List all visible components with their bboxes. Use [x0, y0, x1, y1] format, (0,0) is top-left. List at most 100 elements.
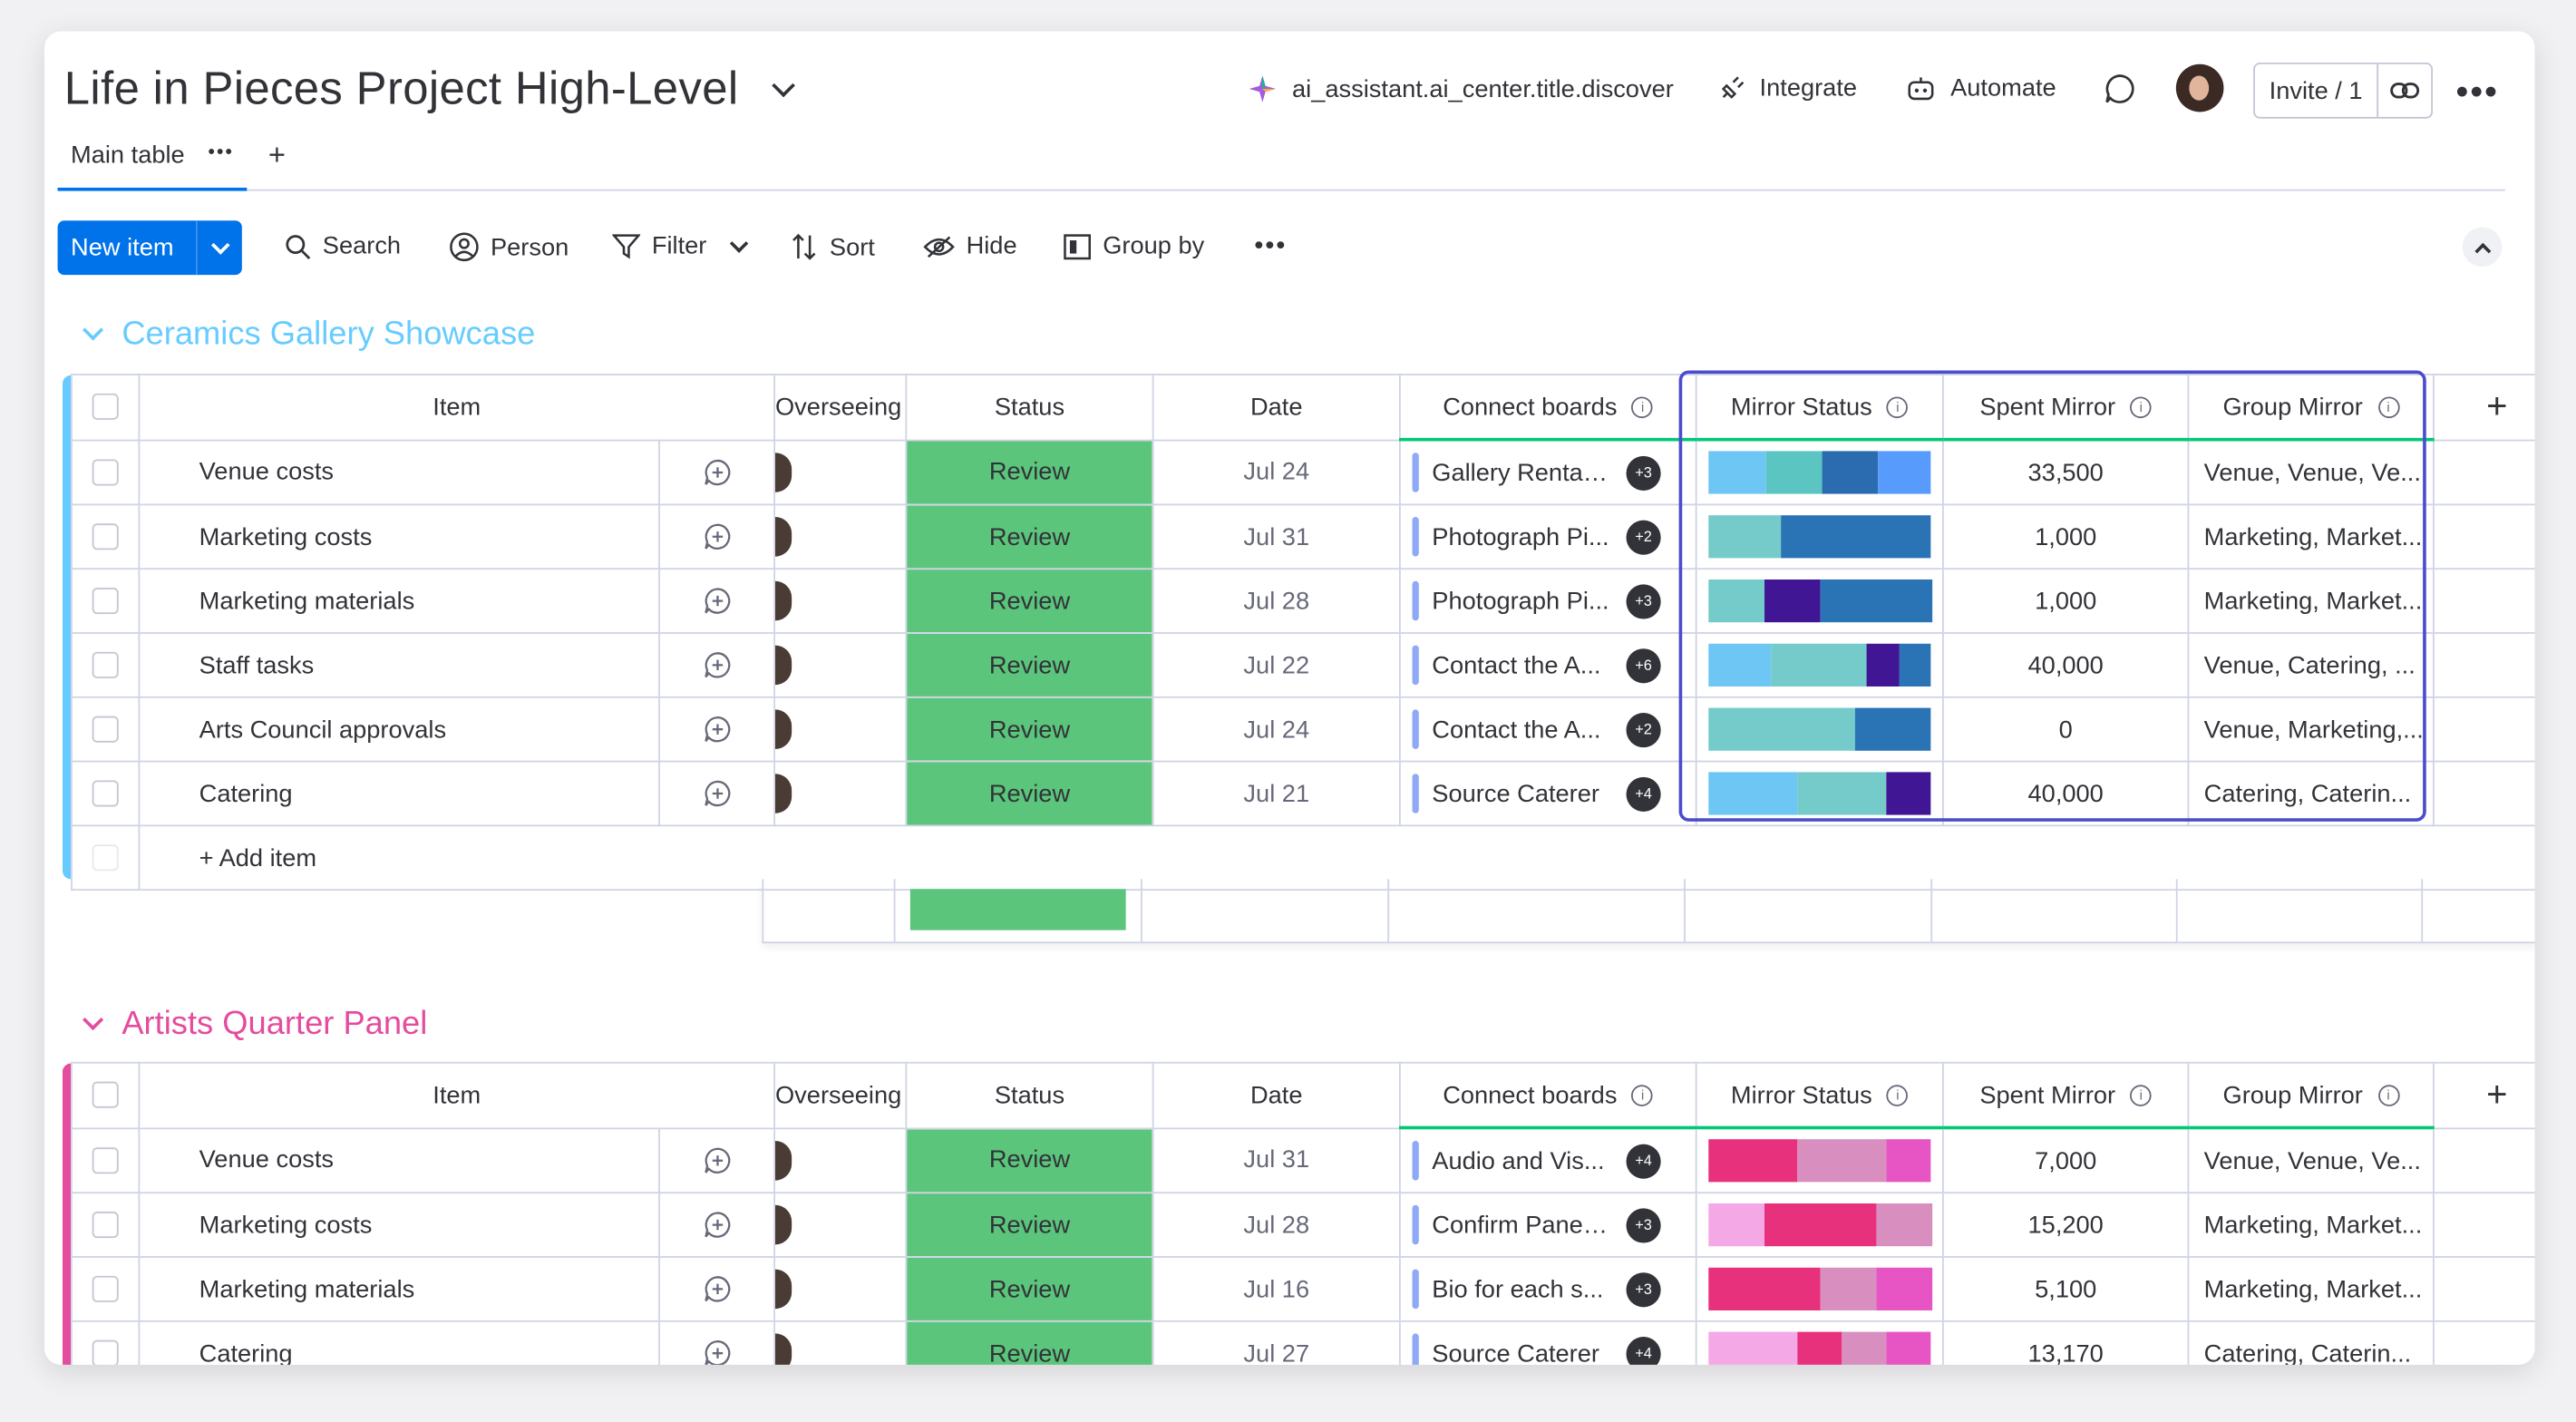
board-title[interactable]: Life in Pieces Project High-Level: [64, 63, 795, 115]
column-header-date[interactable]: Date: [1152, 1061, 1401, 1129]
info-icon[interactable]: i: [1887, 1085, 1909, 1106]
group-mirror-cell[interactable]: Marketing, Market...: [2187, 503, 2435, 570]
info-icon[interactable]: i: [2130, 1085, 2153, 1106]
item-name-cell[interactable]: Catering: [138, 760, 660, 827]
row-checkbox[interactable]: [71, 1320, 141, 1365]
column-header-mirror-status[interactable]: Mirror Status i: [1695, 1061, 1944, 1130]
add-update-icon[interactable]: [658, 1126, 776, 1194]
ai-assistant-button[interactable]: ai_assistant.ai_center.title.discover: [1248, 74, 1674, 104]
table-row[interactable]: Catering Review Jul 21 Source Caterer +4 40,0…: [71, 760, 2535, 827]
table-row[interactable]: Venue costs Review Jul 24 Gallery Rental ..…: [71, 438, 2535, 506]
spent-mirror-cell[interactable]: 40,000: [1942, 760, 2190, 827]
spent-mirror-cell[interactable]: 33,500: [1942, 438, 2190, 506]
column-header-item[interactable]: Item: [138, 374, 776, 441]
integrate-button[interactable]: Integrate: [1718, 74, 1857, 102]
group-mirror-cell[interactable]: Marketing, Market...: [2187, 1192, 2435, 1258]
status-cell[interactable]: Review: [905, 568, 1154, 634]
date-cell[interactable]: Jul 28: [1152, 1192, 1401, 1258]
add-update-icon[interactable]: [658, 1192, 776, 1258]
info-icon[interactable]: i: [2130, 396, 2153, 419]
table-row[interactable]: Arts Council approvals Review Jul 24 Contac…: [71, 696, 2535, 763]
group-mirror-cell[interactable]: Venue, Venue, Ve...: [2187, 438, 2435, 506]
person-avatar[interactable]: [773, 1192, 908, 1258]
date-cell[interactable]: Jul 16: [1152, 1256, 1401, 1322]
person-avatar[interactable]: [773, 1256, 908, 1322]
mirror-status-cell[interactable]: [1695, 568, 1944, 634]
connect-boards-cell[interactable]: Source Caterer +4: [1399, 760, 1697, 827]
status-cell[interactable]: Review: [905, 632, 1154, 698]
add-column-icon[interactable]: +: [2433, 374, 2535, 441]
spent-mirror-cell[interactable]: 1,000: [1942, 503, 2190, 570]
spent-mirror-cell[interactable]: 40,000: [1942, 632, 2190, 698]
mirror-status-cell[interactable]: [1695, 1192, 1944, 1258]
more-options-icon[interactable]: •••: [2455, 71, 2499, 112]
item-name-cell[interactable]: Venue costs: [138, 1126, 660, 1194]
connected-count-badge[interactable]: +6: [1626, 648, 1661, 683]
row-checkbox[interactable]: [71, 632, 141, 698]
date-cell[interactable]: Jul 22: [1152, 632, 1401, 698]
automate-button[interactable]: Automate: [1906, 74, 2056, 102]
item-name-cell[interactable]: Staff tasks: [138, 632, 660, 698]
mirror-status-cell[interactable]: [1695, 1126, 1944, 1194]
mirror-status-cell[interactable]: [1695, 760, 1944, 827]
column-header-overseeing[interactable]: Overseeing: [773, 374, 908, 441]
connect-boards-cell[interactable]: Confirm Panel ... +3: [1399, 1192, 1697, 1258]
row-checkbox[interactable]: [71, 760, 141, 827]
date-cell[interactable]: Jul 31: [1152, 1126, 1401, 1194]
column-header-status[interactable]: Status: [905, 1061, 1154, 1129]
connect-boards-cell[interactable]: Contact the A... +6: [1399, 632, 1697, 698]
status-cell[interactable]: Review: [905, 503, 1154, 570]
add-item-input[interactable]: + Add item: [138, 824, 2535, 891]
person-avatar[interactable]: [773, 632, 908, 698]
table-row[interactable]: Marketing materials Review Jul 28 Photograp…: [71, 568, 2535, 634]
column-header-spent-mirror[interactable]: Spent Mirror i: [1942, 1061, 2190, 1130]
group-mirror-cell[interactable]: Venue, Marketing,...: [2187, 696, 2435, 763]
spent-mirror-cell[interactable]: 15,200: [1942, 1192, 2190, 1258]
filter-dropdown-icon[interactable]: [730, 233, 749, 253]
group-mirror-cell[interactable]: Venue, Venue, Ve...: [2187, 1126, 2435, 1194]
toolbar-more-icon[interactable]: •••: [1254, 231, 1288, 260]
connect-boards-cell[interactable]: Photograph Pi... +3: [1399, 568, 1697, 634]
add-column-icon[interactable]: +: [2433, 1061, 2535, 1129]
select-all-checkbox[interactable]: [71, 374, 141, 441]
item-name-cell[interactable]: Catering: [138, 1320, 660, 1365]
table-row[interactable]: Marketing costs Review Jul 28 Confirm Panel…: [71, 1192, 2535, 1258]
person-avatar[interactable]: [773, 1320, 908, 1365]
spent-mirror-cell[interactable]: 13,170: [1942, 1320, 2190, 1365]
group-mirror-cell[interactable]: Catering, Caterin...: [2187, 1320, 2435, 1365]
group-collapse-icon[interactable]: [83, 319, 104, 341]
mirror-status-cell[interactable]: [1695, 1320, 1944, 1365]
column-header-group-mirror[interactable]: Group Mirror i: [2187, 374, 2435, 442]
status-cell[interactable]: Review: [905, 696, 1154, 763]
connected-count-badge[interactable]: +3: [1626, 454, 1661, 491]
row-checkbox[interactable]: [71, 568, 141, 634]
date-cell[interactable]: Jul 28: [1152, 568, 1401, 634]
column-header-connect-boards[interactable]: Connect boards i: [1399, 374, 1697, 442]
select-all-checkbox[interactable]: [71, 1061, 141, 1129]
new-item-dropdown-icon[interactable]: [198, 235, 242, 255]
info-icon[interactable]: i: [2377, 396, 2399, 419]
connected-count-badge[interactable]: +3: [1626, 1271, 1661, 1307]
group-header-artists[interactable]: Artists Quarter Panel: [83, 1006, 428, 1044]
connected-count-badge[interactable]: +4: [1626, 1336, 1661, 1365]
column-header-mirror-status[interactable]: Mirror Status i: [1695, 374, 1944, 442]
add-update-icon[interactable]: [658, 438, 776, 506]
hide-button[interactable]: Hide: [923, 232, 1017, 260]
column-header-status[interactable]: Status: [905, 374, 1154, 441]
person-avatar[interactable]: [773, 438, 908, 506]
tab-options-icon[interactable]: •••: [208, 140, 234, 163]
connected-count-badge[interactable]: +4: [1626, 1143, 1661, 1178]
table-row[interactable]: Catering Review Jul 27 Source Caterer +4 13,1…: [71, 1320, 2535, 1365]
add-update-icon[interactable]: [658, 1256, 776, 1322]
info-icon[interactable]: i: [2377, 1085, 2399, 1106]
status-cell[interactable]: Review: [905, 1256, 1154, 1322]
add-update-icon[interactable]: [658, 503, 776, 570]
status-cell[interactable]: Review: [905, 438, 1154, 506]
connect-boards-cell[interactable]: Photograph Pi... +2: [1399, 503, 1697, 570]
invite-button[interactable]: Invite / 1: [2253, 62, 2434, 119]
person-avatar[interactable]: [773, 760, 908, 827]
collapse-header-button[interactable]: [2462, 227, 2503, 268]
mirror-status-cell[interactable]: [1695, 503, 1944, 570]
group-title[interactable]: Artists Quarter Panel: [122, 1006, 428, 1043]
status-cell[interactable]: Review: [905, 1192, 1154, 1258]
